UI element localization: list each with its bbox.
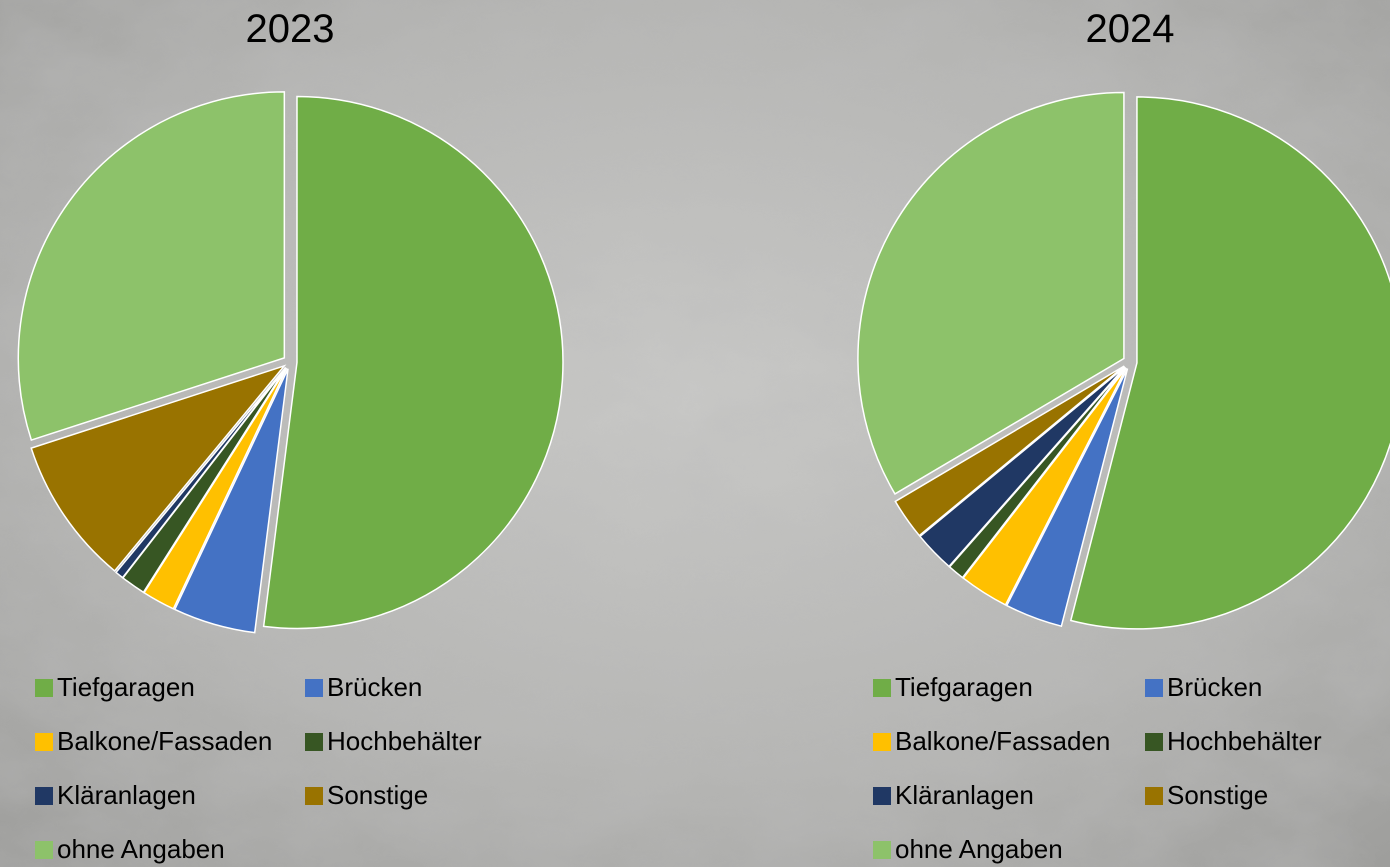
- legend-label: Brücken: [327, 672, 422, 702]
- chart: 2023 Tiefgaragen Brücken Balkone/Fassaden Ho…: [0, 0, 1390, 867]
- legend-label: ohne Angaben: [57, 834, 225, 864]
- legend-swatch: [35, 733, 53, 751]
- legend-swatch: [873, 733, 891, 751]
- chart-title: 2024: [1086, 7, 1175, 51]
- legend-label: Hochbehälter: [327, 726, 482, 756]
- legend-swatch: [1145, 679, 1163, 697]
- legend-label: ohne Angaben: [895, 834, 1063, 864]
- legend-label: Balkone/Fassaden: [895, 726, 1110, 756]
- legend-swatch: [305, 787, 323, 805]
- legend-label: Sonstige: [1167, 780, 1268, 810]
- legend-label: Kläranlagen: [57, 780, 196, 810]
- legend-label: Kläranlagen: [895, 780, 1034, 810]
- chart-title: 2023: [246, 7, 335, 51]
- legend-label: Tiefgaragen: [57, 672, 195, 702]
- legend-label: Brücken: [1167, 672, 1262, 702]
- legend-swatch: [35, 787, 53, 805]
- legend-swatch: [873, 679, 891, 697]
- legend-swatch: [1145, 733, 1163, 751]
- legend-swatch: [305, 679, 323, 697]
- legend-swatch: [873, 841, 891, 859]
- legend-swatch: [35, 841, 53, 859]
- legend-label: Hochbehälter: [1167, 726, 1322, 756]
- legend-swatch: [35, 679, 53, 697]
- legend-label: Tiefgaragen: [895, 672, 1033, 702]
- legend-swatch: [1145, 787, 1163, 805]
- page: 2023 Tiefgaragen Brücken Balkone/Fassaden Ho…: [0, 0, 1390, 867]
- legend-label: Balkone/Fassaden: [57, 726, 272, 756]
- legend-swatch: [873, 787, 891, 805]
- legend-label: Sonstige: [327, 780, 428, 810]
- legend-swatch: [305, 733, 323, 751]
